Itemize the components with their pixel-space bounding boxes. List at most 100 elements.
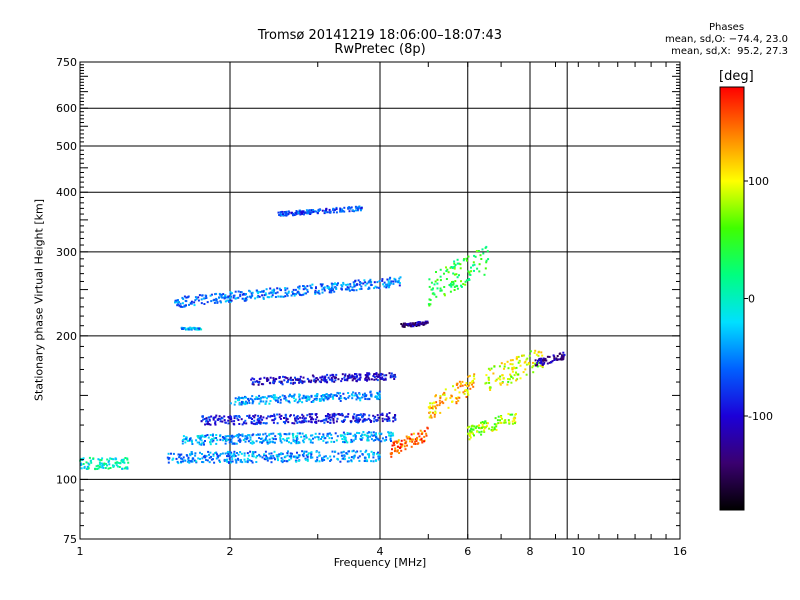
echo-point [116,461,119,464]
echo-point [358,397,361,400]
echo-point [328,288,331,291]
echo-point [481,423,484,426]
echo-point [269,415,272,418]
echo-point [386,413,389,416]
echo-point [262,296,265,299]
echo-point [330,440,333,443]
echo-point [464,280,467,283]
echo-point [444,398,447,401]
echo-point [295,420,298,423]
echo-point [257,433,259,436]
echo-point [215,437,218,439]
echo-point [334,394,336,397]
echo-point [182,439,185,441]
echo-point [208,453,210,456]
echo-point [200,443,203,446]
echo-point [191,453,194,455]
echo-point [218,415,221,418]
echo-point [255,440,258,443]
echo-point [285,419,288,422]
echo-point [370,280,373,283]
echo-point [488,381,491,384]
echo-point [258,453,261,456]
echo-point [239,293,242,296]
echo-point [311,374,314,377]
echo-point [249,416,252,419]
echo-point [298,441,301,444]
echo-point [238,403,241,406]
echo-point [186,454,189,457]
x-tick-label: 10 [571,545,585,558]
echo-point [536,363,539,366]
echo-point [286,454,289,457]
echo-point [229,453,232,456]
echo-point [354,373,356,375]
echo-point [332,421,335,424]
echo-point [86,467,89,470]
echo-point [186,460,189,463]
echo-point [270,455,272,458]
echo-point [304,286,307,289]
echo-point [190,439,193,442]
echo-point [428,285,431,288]
echo-point [553,355,556,358]
echo-point [286,287,289,290]
echo-point [326,373,329,376]
echo-point [388,419,391,422]
echo-point [283,376,286,379]
echo-point [362,431,365,433]
echo-point [421,440,424,442]
echo-point [301,413,304,416]
echo-point [325,379,328,382]
echo-point [434,405,437,408]
echo-point [232,452,235,455]
echo-point [267,415,270,418]
echo-point [322,379,325,382]
echo-point [453,260,456,263]
echo-point [229,291,232,294]
echo-point [328,211,331,214]
echo-point [473,434,475,437]
echo-point [417,321,420,323]
echo-point [525,363,528,366]
echo-point [390,431,392,434]
echo-point [349,420,352,423]
echo-point [432,411,434,414]
echo-point [310,286,313,289]
echo-point [385,374,388,377]
echo-point [183,438,186,441]
echo-point [327,376,330,379]
echo-point [532,361,534,364]
echo-point [353,454,356,457]
echo-point [278,413,281,416]
echo-point [290,454,293,457]
echo-point [364,284,367,287]
echo-point [360,287,363,290]
echo-point [189,328,192,331]
echo-point [413,323,416,326]
echo-point [339,434,342,437]
echo-point [283,379,286,382]
echo-point [345,378,348,381]
echo-point [514,422,516,425]
echo-point [481,248,484,251]
echo-point [286,439,288,442]
echo-point [254,414,257,417]
echo-point [405,435,408,438]
echo-point [311,413,314,416]
echo-point [504,419,507,422]
echo-point [237,458,240,461]
echo-point [392,420,395,423]
echo-point [545,359,548,362]
echo-point [272,288,275,291]
echo-point [301,212,304,215]
echo-point [244,460,247,463]
echo-point [417,432,420,435]
echo-point [331,286,334,289]
echo-point [224,421,227,424]
echo-point [492,372,495,375]
echo-point [334,432,337,435]
echo-point [269,395,272,398]
echo-point [450,283,453,286]
echo-point [271,396,274,398]
